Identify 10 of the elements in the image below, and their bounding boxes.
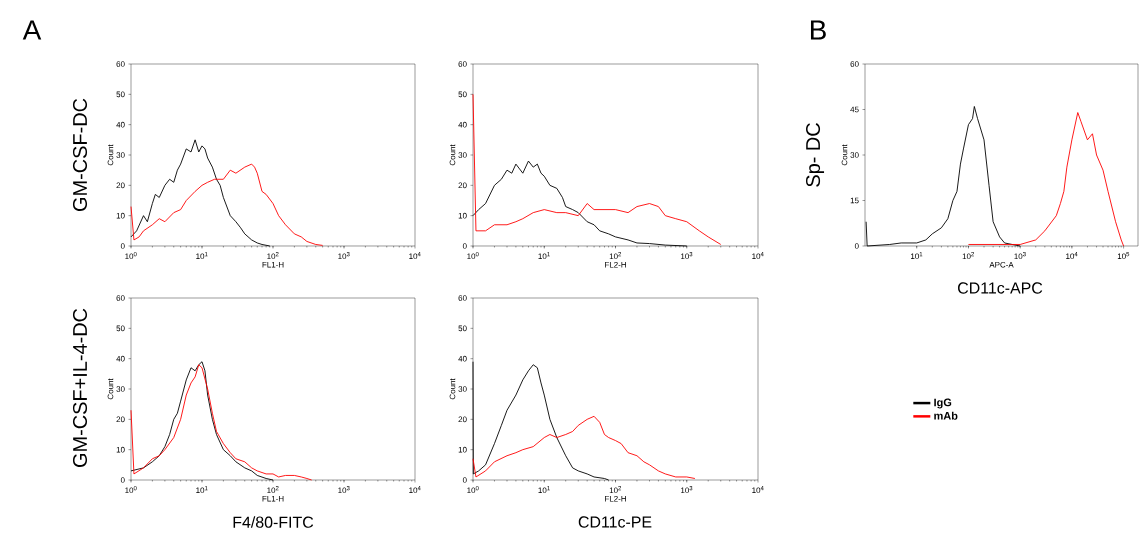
- text: CD11c-APC: [958, 282, 1043, 294]
- text: Sp- DC: [805, 123, 825, 187]
- text: GM-CSF-DC: [72, 98, 88, 211]
- text: GM-CSF+IL-4-DC: [72, 308, 88, 467]
- legend-label: IgG: [934, 398, 952, 409]
- text: CD11c-PE: [578, 516, 652, 528]
- text: B: [810, 20, 826, 40]
- text: A: [22, 20, 42, 40]
- legend-label: mAb: [934, 411, 958, 420]
- text: F4/80-FITC: [233, 516, 314, 528]
